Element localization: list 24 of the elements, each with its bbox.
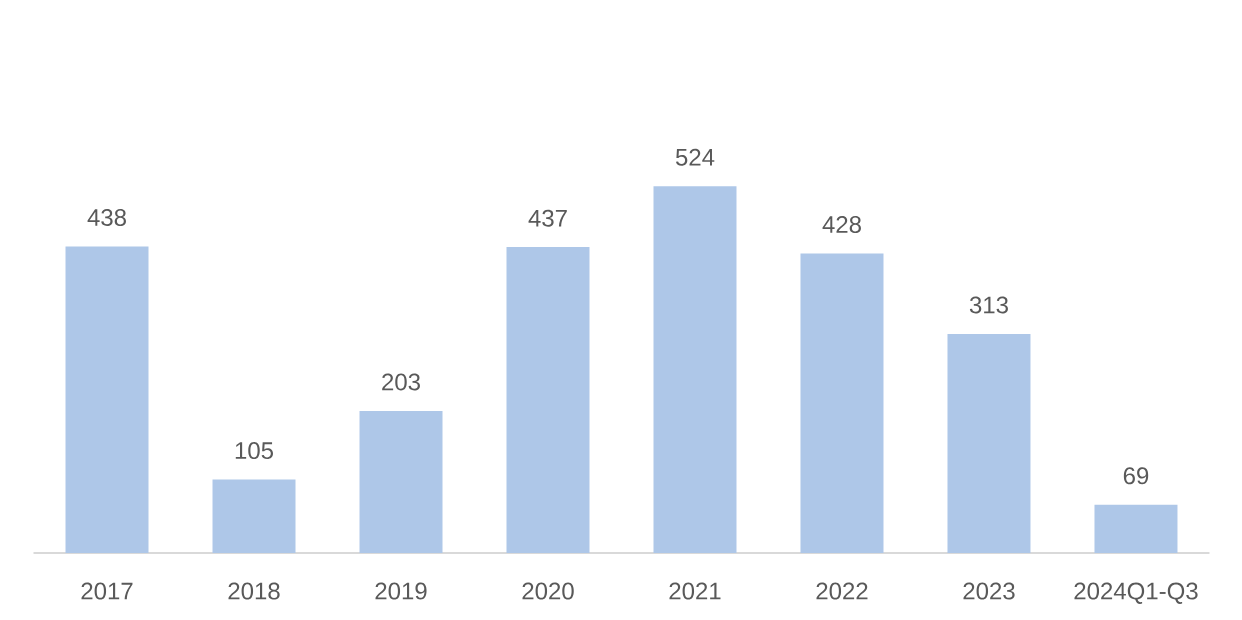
bar bbox=[800, 253, 884, 553]
data-label: 203 bbox=[382, 373, 420, 391]
x-tick-label: 2017 bbox=[81, 582, 133, 600]
data-label: 524 bbox=[675, 148, 715, 166]
x-tick-label: 2018 bbox=[228, 582, 280, 600]
bar bbox=[506, 247, 590, 553]
bar bbox=[212, 479, 296, 553]
data-label: 437 bbox=[528, 209, 567, 227]
bar bbox=[359, 410, 443, 553]
x-tick-label: 2022 bbox=[816, 582, 868, 600]
x-tick-label: 2019 bbox=[375, 582, 427, 600]
bar bbox=[653, 186, 737, 553]
x-tick-label: 2020 bbox=[522, 582, 574, 600]
bar bbox=[1094, 504, 1178, 553]
data-label: 313 bbox=[969, 296, 1008, 314]
x-tick-label: 2021 bbox=[669, 582, 721, 600]
data-label: 438 bbox=[87, 209, 126, 226]
bar bbox=[65, 246, 149, 553]
data-label: 105 bbox=[235, 442, 273, 460]
bar bbox=[947, 333, 1031, 553]
data-label: 428 bbox=[822, 216, 861, 233]
x-tick-label: 2024Q1-Q3 bbox=[1074, 582, 1198, 604]
data-label: 69 bbox=[1123, 467, 1149, 485]
x-tick-label: 2023 bbox=[963, 582, 1015, 600]
